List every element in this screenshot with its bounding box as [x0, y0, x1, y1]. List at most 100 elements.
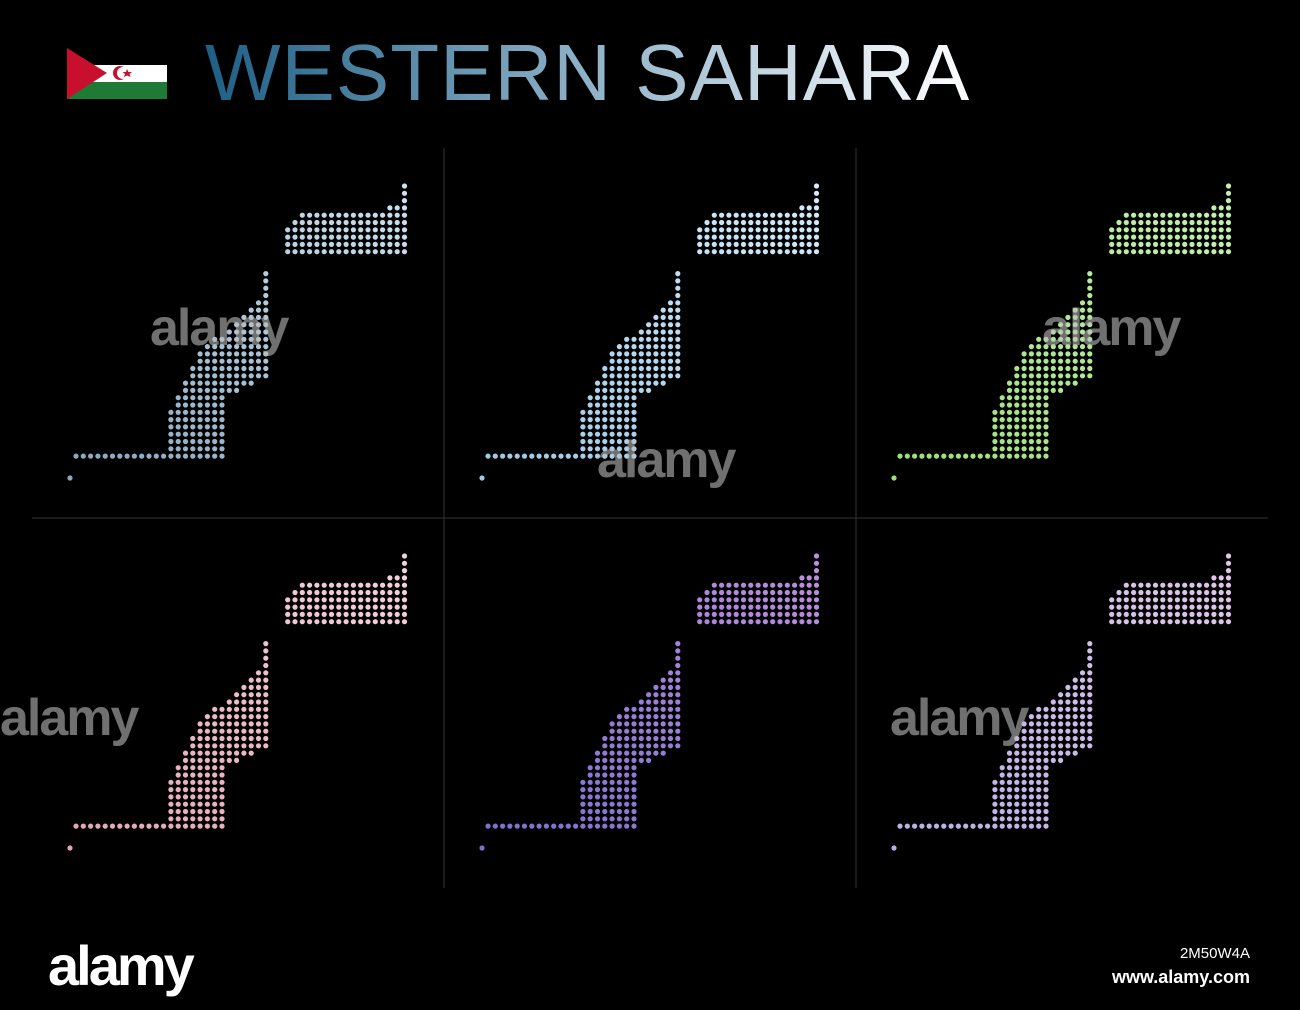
map-dot	[248, 735, 254, 742]
map-dot	[616, 772, 623, 778]
map-dot	[726, 212, 732, 218]
map-dot	[616, 735, 623, 742]
map-dot	[1058, 721, 1064, 727]
map-dot	[372, 604, 378, 610]
map-dot	[380, 241, 386, 247]
map-dot	[1211, 249, 1217, 255]
map-dot	[955, 453, 962, 459]
map-dot	[726, 619, 732, 625]
map-dot	[1072, 735, 1078, 742]
map-dot	[350, 589, 356, 596]
map-dot	[226, 387, 232, 393]
map-dot	[190, 395, 196, 401]
map-dot	[1021, 453, 1027, 459]
map-dot	[711, 619, 717, 625]
map-dot	[234, 351, 240, 357]
map-dot	[248, 307, 254, 313]
map-dot	[1218, 597, 1224, 603]
map-dot	[328, 604, 335, 610]
map-dot	[358, 619, 364, 625]
map-dot	[992, 801, 998, 807]
map-dot	[1218, 219, 1224, 226]
map-dot	[117, 823, 123, 829]
map-dot	[212, 808, 218, 815]
map-dot	[609, 728, 615, 734]
map-dot	[587, 409, 593, 415]
map-dot	[799, 597, 805, 603]
map-dot	[770, 227, 776, 233]
map-dot	[784, 597, 790, 603]
map-dot	[580, 417, 586, 423]
map-dot	[263, 648, 269, 654]
map-dot	[212, 373, 218, 379]
map-dot	[1043, 735, 1049, 742]
map-dot	[1014, 395, 1020, 401]
map-dot	[1109, 611, 1115, 618]
map-dot	[675, 670, 681, 676]
map-dot	[660, 677, 666, 683]
map-dot	[580, 787, 586, 793]
map-dot	[748, 597, 754, 603]
map-dot	[521, 453, 528, 459]
map-dot	[263, 300, 269, 306]
logo: alamy	[48, 934, 195, 997]
map-dot	[631, 373, 637, 379]
map-dot	[204, 380, 210, 386]
map-dot	[248, 728, 254, 734]
map-dot	[190, 823, 196, 829]
map-dot	[1138, 227, 1144, 233]
map-dot	[660, 743, 666, 749]
map-dot	[1043, 714, 1049, 720]
map-dot	[1036, 453, 1042, 459]
map-dot	[1028, 351, 1034, 357]
map-dot	[748, 249, 754, 255]
map-dot	[204, 446, 210, 452]
map-dot	[609, 816, 615, 822]
map-dot	[755, 597, 761, 603]
map-dot	[190, 787, 196, 793]
map-dot	[234, 721, 240, 727]
map-dot	[1043, 801, 1049, 807]
map-dot	[1138, 241, 1144, 247]
map-dot	[1006, 779, 1013, 785]
map-dot	[234, 750, 240, 756]
map-dot	[1196, 589, 1202, 596]
map-dot	[806, 604, 812, 610]
map-dot	[999, 446, 1005, 452]
map-dot	[1079, 670, 1086, 676]
map-dot	[1014, 453, 1020, 459]
map-dot	[1138, 582, 1144, 588]
map-dot	[292, 619, 298, 625]
map-dot	[792, 234, 798, 240]
map-dot	[299, 249, 305, 255]
map-dot	[1021, 823, 1027, 829]
map-dot	[175, 402, 181, 408]
map-dot	[343, 241, 349, 247]
map-dot	[1182, 227, 1188, 233]
map-dot	[1043, 706, 1049, 712]
map-dot	[646, 699, 652, 705]
map-dot	[784, 619, 790, 625]
map-dot	[912, 823, 918, 829]
map-dot	[401, 190, 408, 196]
map-dot	[631, 706, 637, 712]
map-dot	[1021, 358, 1027, 364]
map-dot	[321, 249, 327, 255]
map-dot	[204, 431, 210, 437]
map-dot	[784, 249, 790, 255]
map-dot	[212, 438, 218, 445]
map-dot	[999, 823, 1005, 829]
map-dot	[168, 801, 174, 807]
map-dot	[358, 604, 364, 610]
map-dot	[1028, 365, 1034, 372]
map-dot	[219, 358, 225, 364]
map-dot	[372, 212, 378, 218]
map-dot	[234, 336, 240, 342]
map-dot	[587, 417, 593, 423]
map-dot	[733, 249, 739, 255]
map-dot	[733, 582, 739, 588]
map-dot	[1189, 582, 1195, 588]
map-dot	[602, 816, 608, 822]
map-dot	[212, 823, 218, 829]
map-dot	[653, 721, 659, 727]
